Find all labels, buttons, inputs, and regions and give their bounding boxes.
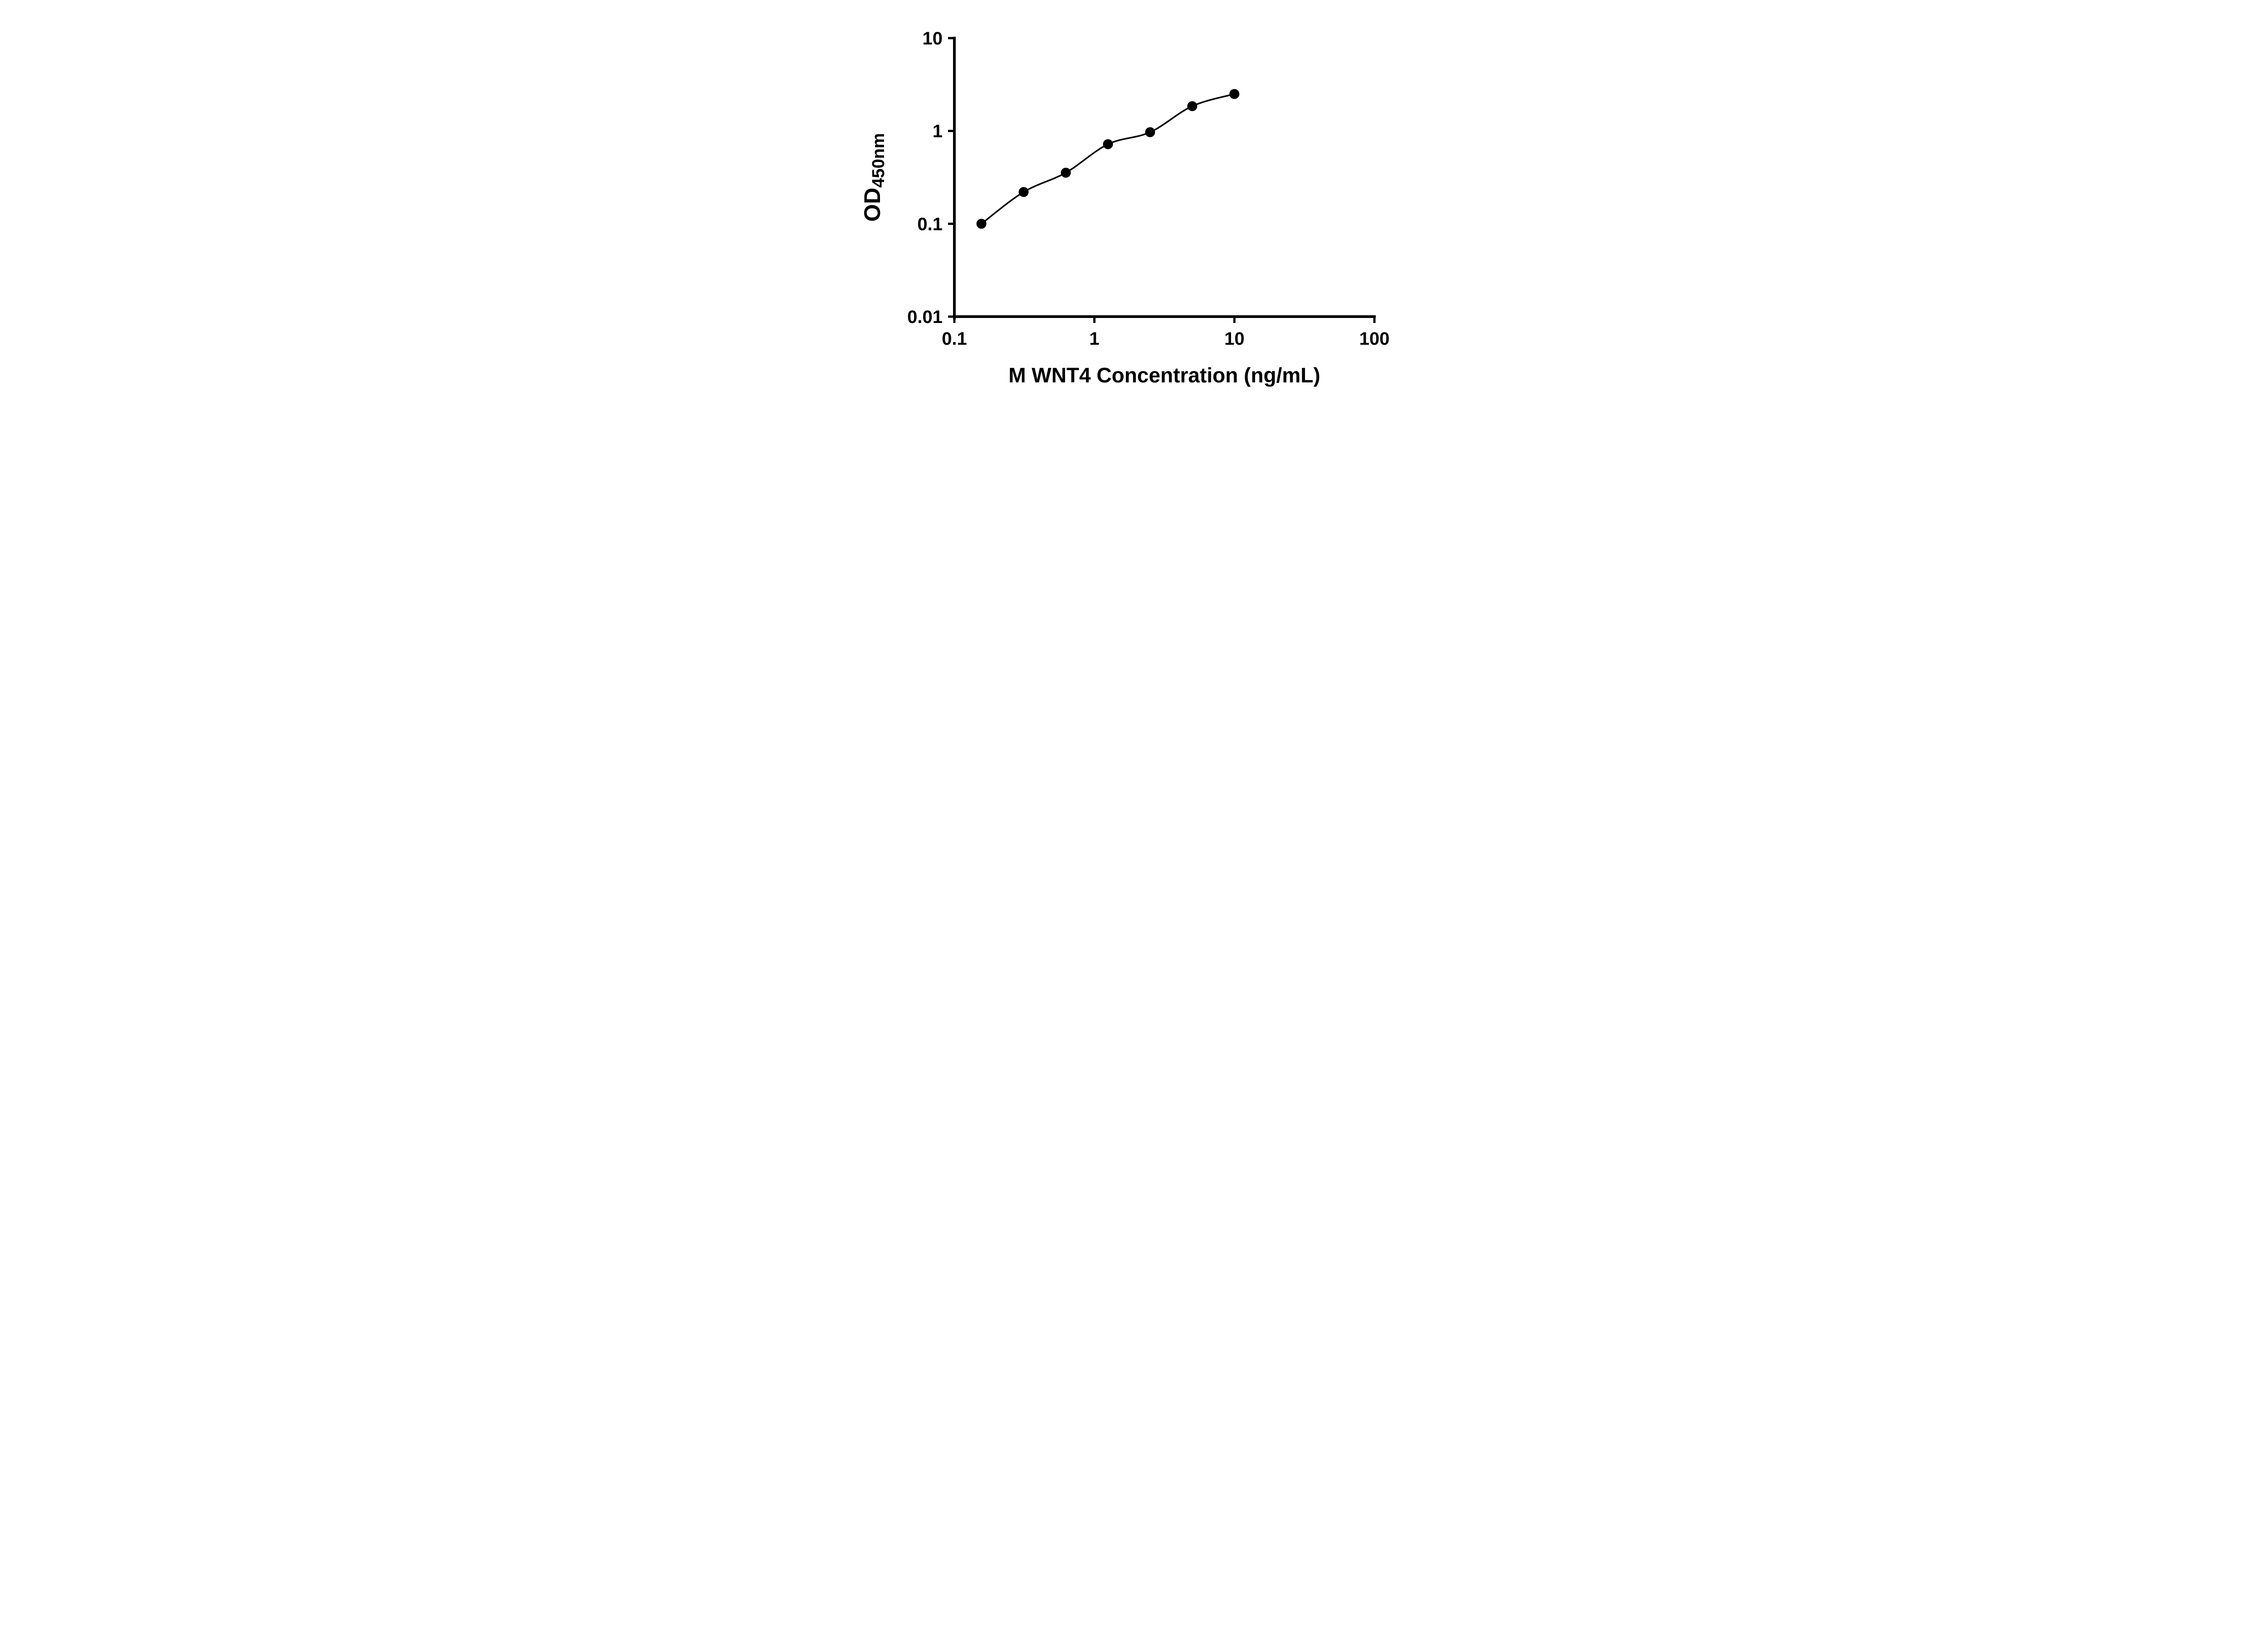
y-axis-title: OD450nm bbox=[860, 133, 888, 221]
y-tick-label: 1 bbox=[932, 122, 942, 142]
y-tick-label: 0.01 bbox=[907, 307, 943, 327]
x-tick-label: 0.1 bbox=[942, 329, 967, 349]
y-tick-label: 0.1 bbox=[917, 214, 943, 234]
x-tick-label: 1 bbox=[1089, 329, 1099, 349]
data-point bbox=[1187, 101, 1197, 111]
y-axis-title-subscript: 450nm bbox=[869, 133, 888, 187]
x-tick-label: 10 bbox=[1224, 329, 1245, 349]
data-point bbox=[1229, 89, 1239, 99]
data-point bbox=[1145, 127, 1155, 137]
fit-curve bbox=[981, 93, 1235, 225]
x-tick-label: 100 bbox=[1359, 329, 1389, 349]
standard-curve-figure: 0.1 1 10 100 0.01 0.1 1 10 M WNT4 Concentration… bbox=[0, 0, 2268, 408]
data-point bbox=[976, 219, 987, 229]
data-point bbox=[1103, 139, 1113, 149]
x-axis-title: M WNT4 Concentration (ng/mL) bbox=[1008, 363, 1320, 387]
y-axis-title-main: OD bbox=[860, 188, 885, 222]
data-point bbox=[1018, 187, 1029, 197]
data-point bbox=[1061, 167, 1071, 178]
y-tick-label: 10 bbox=[922, 29, 943, 49]
